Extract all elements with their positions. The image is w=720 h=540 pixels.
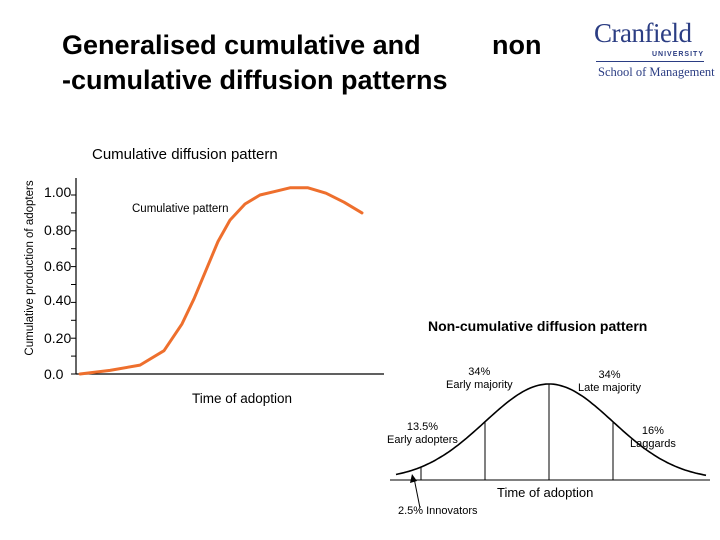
early-adopters-label: 13.5% Early adopters	[387, 421, 458, 447]
early-adopters-pct: 13.5%	[406, 421, 439, 433]
early-majority-label: 34% Early majority	[446, 366, 513, 392]
y-tick-label: 0.0	[44, 366, 64, 382]
logo-name: Cranfield	[594, 18, 692, 48]
cumulative-chart-title: Cumulative diffusion pattern	[92, 146, 278, 163]
early-adopters-text: Early adopters	[387, 434, 458, 446]
laggards-pct: 16%	[641, 425, 664, 437]
innovators-label: 2.5% Innovators	[398, 505, 478, 517]
title-line1: Generalised cumulative and	[62, 30, 421, 60]
y-tick-label: 0.40	[44, 292, 72, 308]
series-label: Cumulative pattern	[132, 203, 229, 215]
y-tick-label: 0.80	[44, 222, 72, 238]
university-logo: Cranfield UNIVERSITY School of Managemen…	[592, 18, 715, 88]
early-majority-pct: 34%	[468, 366, 491, 378]
y-tick-label: 0.20	[44, 330, 72, 346]
noncumulative-chart-title: Non-cumulative diffusion pattern	[428, 318, 648, 334]
innovators-pointer	[413, 477, 421, 509]
late-majority-label: 34% Late majority	[578, 369, 641, 395]
title-line2: -cumulative diffusion patterns	[62, 65, 448, 95]
x-axis-label: Time of adoption	[192, 391, 293, 406]
x-axis-label-2: Time of adoption	[497, 485, 594, 500]
early-majority-text: Early majority	[446, 379, 513, 391]
y-tick-label: 0.60	[44, 258, 72, 274]
cumulative-series-line	[78, 186, 364, 376]
late-majority-text: Late majority	[578, 382, 641, 394]
logo-rule	[596, 61, 704, 62]
innovators-arrowhead	[410, 474, 417, 483]
title-line1-end: non	[492, 30, 542, 60]
logo-university: UNIVERSITY	[651, 51, 704, 58]
y-tick-label: 1.00	[44, 184, 72, 200]
late-majority-pct: 34%	[598, 369, 621, 381]
bell-curve-line	[395, 383, 707, 477]
logo-school: School of Management	[598, 65, 715, 79]
